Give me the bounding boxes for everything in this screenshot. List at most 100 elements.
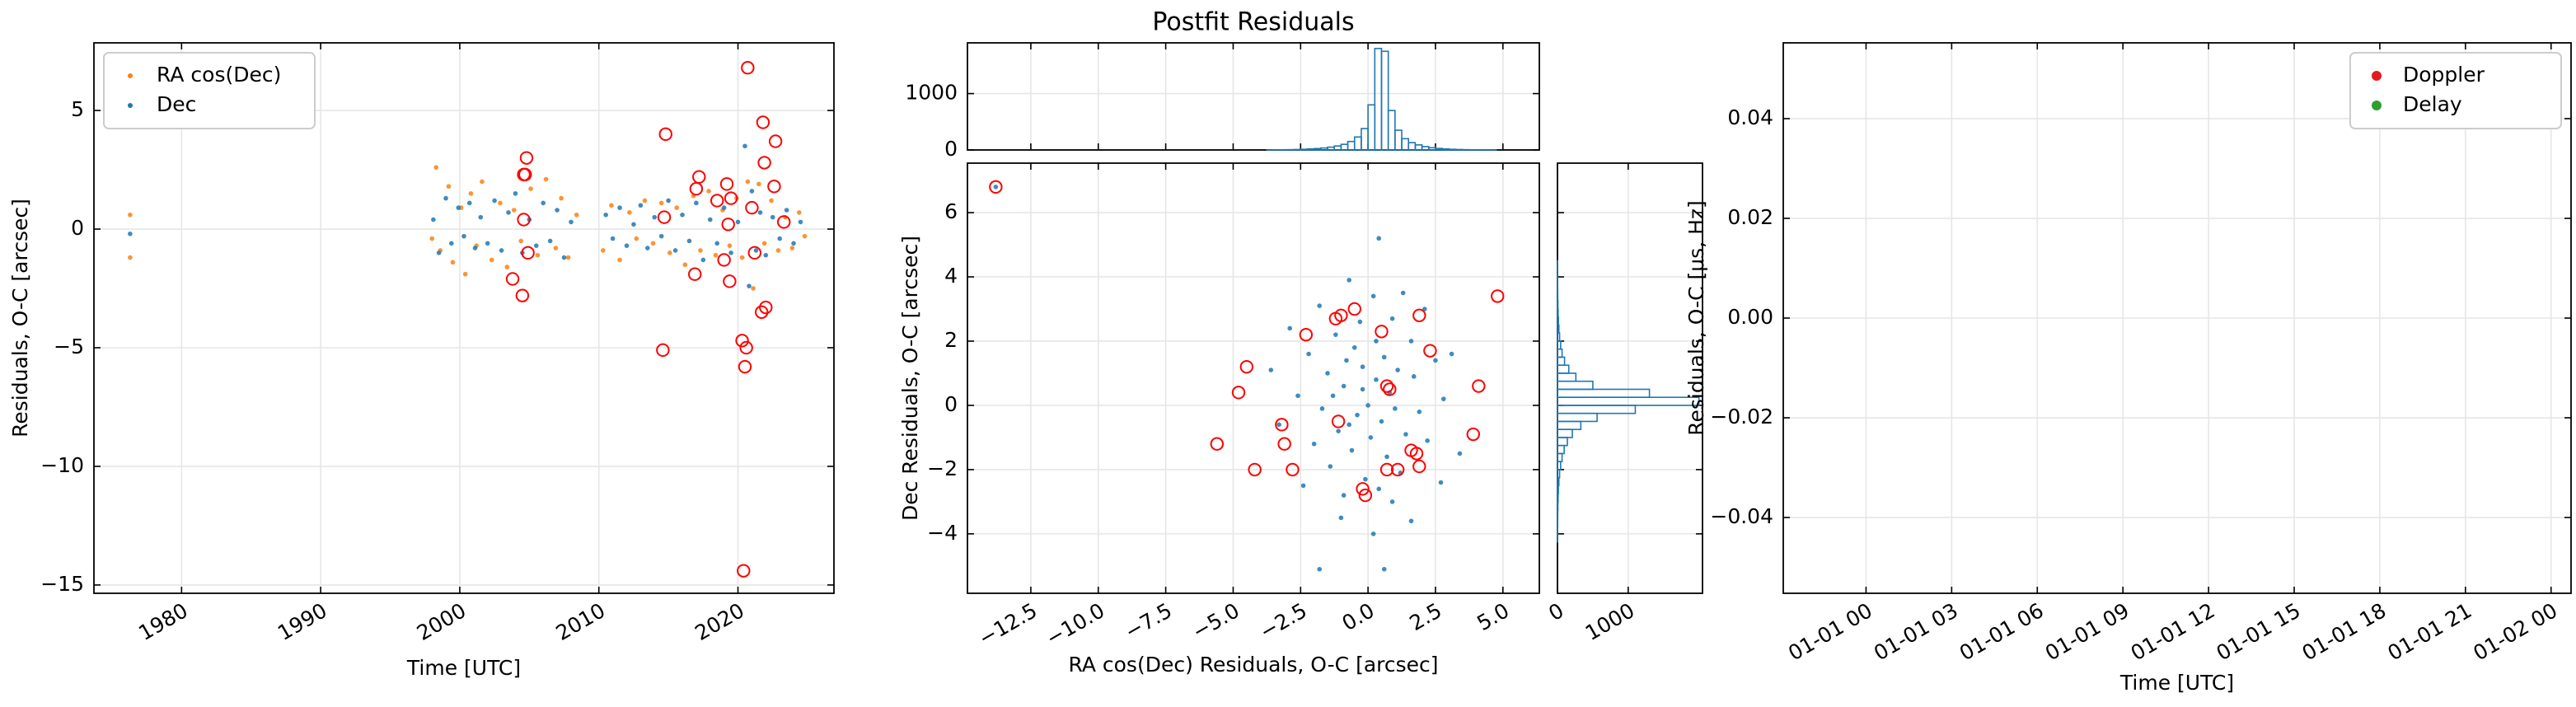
data-point — [1370, 531, 1376, 536]
outlier-marker — [756, 115, 770, 129]
y-tick-label: 0.00 — [1727, 305, 1773, 329]
histogram-bin — [1327, 146, 1336, 151]
data-point — [1389, 499, 1395, 504]
histogram-bin — [1333, 145, 1342, 151]
data-point — [1317, 566, 1323, 572]
data-point — [547, 238, 553, 244]
data-point — [1365, 403, 1370, 408]
x-tick-label: −2.5 — [1256, 598, 1311, 644]
outlier-marker — [989, 180, 1003, 194]
legend-box — [103, 52, 316, 129]
histogram-bin — [1557, 364, 1570, 374]
data-point — [1408, 339, 1414, 344]
data-point — [682, 262, 688, 268]
data-point — [450, 260, 456, 265]
data-point — [1408, 518, 1414, 524]
data-point — [1333, 332, 1338, 337]
outlier-marker — [1375, 325, 1389, 339]
outlier-marker — [1277, 437, 1291, 451]
histogram-bin — [1557, 308, 1559, 318]
data-point — [541, 200, 546, 206]
y-tick-label: 0 — [944, 392, 958, 416]
histogram-bin — [1557, 493, 1559, 503]
data-point — [747, 283, 752, 288]
data-point — [492, 198, 497, 204]
outlier-marker — [1231, 386, 1246, 400]
data-point — [721, 205, 727, 210]
histogram-bin — [1557, 300, 1559, 310]
data-point — [1344, 358, 1349, 363]
data-point — [1440, 396, 1446, 401]
data-point — [1374, 339, 1379, 344]
x-axis-label: RA cos(Dec) Residuals, O-C [arcsec] — [1068, 653, 1438, 677]
data-point — [617, 257, 622, 263]
outlier-marker — [1423, 344, 1437, 358]
data-point — [631, 222, 636, 227]
data-point — [658, 233, 664, 239]
outlier-marker — [735, 334, 749, 348]
outlier-marker — [768, 134, 783, 148]
data-point — [1389, 316, 1395, 321]
data-point — [652, 214, 658, 220]
data-point — [555, 208, 560, 213]
outlier-marker — [1472, 379, 1486, 393]
data-point — [1376, 486, 1382, 492]
data-point — [533, 243, 539, 248]
data-point — [1341, 383, 1347, 389]
data-point — [1349, 447, 1355, 453]
x-tick-label: 01-01 06 — [1955, 598, 2048, 665]
histogram-bin — [1557, 437, 1568, 447]
data-point — [1341, 493, 1347, 498]
x-tick-label: −5.0 — [1188, 598, 1244, 644]
data-point — [700, 257, 706, 263]
data-point — [528, 186, 533, 191]
data-point — [498, 200, 503, 206]
y-axis-label: Residuals, O-C [μs, Hz] — [1684, 200, 1708, 436]
data-point — [511, 208, 517, 213]
histogram-bin — [1557, 444, 1565, 455]
data-point — [569, 219, 574, 225]
data-point — [506, 210, 511, 215]
outlier-marker — [1210, 437, 1225, 451]
x-tick-label: 5.0 — [1473, 598, 1513, 635]
data-point — [627, 210, 632, 215]
y-tick-label: 0.04 — [1727, 105, 1773, 129]
data-point — [707, 217, 713, 222]
legend-swatch — [2372, 101, 2382, 110]
data-point — [1438, 480, 1444, 485]
y-tick-label: 0.02 — [1727, 205, 1773, 229]
data-point — [698, 248, 703, 253]
histogram-bin — [1557, 501, 1559, 511]
x-tick-label: 01-01 00 — [1784, 598, 1876, 665]
outlier-marker — [1331, 414, 1346, 428]
data-point — [727, 243, 733, 248]
data-point — [559, 195, 564, 201]
histogram-bin — [1557, 356, 1566, 367]
data-point — [638, 203, 644, 208]
y-tick-label: 1000 — [905, 81, 958, 105]
x-tick-label: −7.5 — [1121, 598, 1176, 644]
data-point — [642, 198, 648, 204]
data-point — [1425, 438, 1430, 443]
data-point — [1374, 377, 1379, 382]
data-point — [742, 143, 747, 149]
data-point — [1328, 464, 1333, 469]
histogram-bin — [1387, 110, 1396, 151]
outlier-marker — [515, 288, 530, 302]
data-point — [770, 214, 775, 220]
data-point — [694, 200, 699, 206]
data-point — [561, 255, 567, 260]
outlier-marker — [692, 170, 706, 184]
outlier-marker — [1466, 427, 1480, 442]
data-point — [1287, 325, 1292, 331]
data-point — [749, 189, 755, 194]
legend-label: RA cos(Dec) — [157, 63, 281, 87]
data-point — [543, 176, 549, 182]
data-point — [1422, 307, 1427, 311]
data-point — [535, 252, 541, 258]
histogram-bin — [1557, 461, 1562, 471]
data-point — [1381, 354, 1387, 360]
data-point — [1376, 236, 1382, 241]
outlier-marker — [1358, 488, 1373, 503]
